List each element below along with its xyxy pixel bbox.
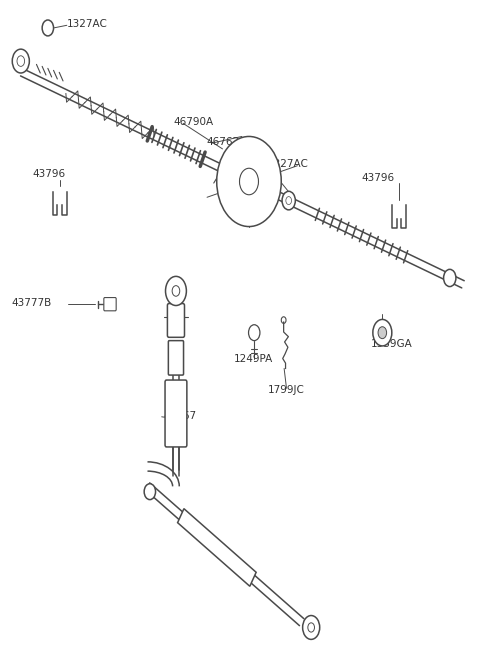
Text: 43764: 43764	[228, 202, 261, 212]
FancyBboxPatch shape	[168, 341, 183, 375]
Text: 1339GA: 1339GA	[371, 339, 412, 349]
Text: 43796: 43796	[32, 169, 65, 178]
Circle shape	[42, 20, 54, 36]
Text: 43796: 43796	[362, 173, 395, 183]
Circle shape	[373, 319, 392, 346]
Circle shape	[444, 269, 456, 287]
Circle shape	[378, 327, 386, 339]
Text: 1327AC: 1327AC	[67, 19, 108, 29]
Text: 1799JC: 1799JC	[267, 385, 304, 395]
Text: 46790A: 46790A	[174, 117, 214, 127]
Polygon shape	[178, 508, 256, 587]
FancyBboxPatch shape	[168, 303, 184, 337]
Circle shape	[166, 277, 186, 305]
Text: 1327AC: 1327AC	[267, 160, 308, 170]
Circle shape	[282, 191, 295, 210]
Circle shape	[302, 615, 320, 639]
Circle shape	[217, 136, 281, 226]
Text: 43777B: 43777B	[12, 298, 51, 308]
Circle shape	[144, 484, 156, 500]
Text: 46767: 46767	[163, 411, 196, 421]
Text: 46762: 46762	[207, 137, 240, 147]
Circle shape	[12, 49, 29, 73]
FancyBboxPatch shape	[165, 380, 187, 447]
Text: 1249PA: 1249PA	[234, 354, 274, 364]
FancyBboxPatch shape	[104, 297, 116, 311]
